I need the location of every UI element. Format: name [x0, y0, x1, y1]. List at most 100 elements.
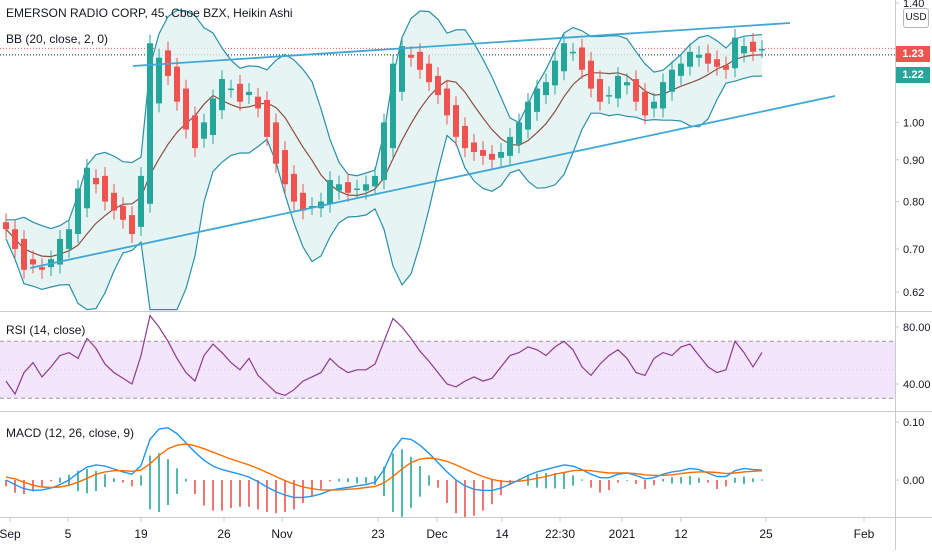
macd-histogram-bar [266, 480, 268, 512]
macd-histogram-bar [365, 477, 367, 484]
candle-body [3, 222, 9, 230]
macd-histogram-bar [257, 480, 259, 510]
candle-body [426, 63, 432, 83]
candle-body [759, 48, 765, 51]
macd-histogram-bar [410, 456, 412, 508]
macd-histogram-bar [707, 480, 709, 483]
macd-histogram-bar [644, 480, 646, 489]
macd-histogram-bar [464, 480, 466, 518]
candle-body [39, 267, 45, 270]
macd-histogram-bar [338, 478, 340, 482]
candle-body [273, 122, 279, 164]
macd-tick-label: 0.10 [903, 417, 924, 429]
macd-histogram-bar [293, 480, 295, 510]
candle-body [606, 95, 612, 97]
candle-body [237, 83, 243, 102]
candle-body [300, 192, 306, 211]
x-tick-label: 19 [134, 527, 148, 541]
candle-body [516, 122, 522, 145]
macd-histogram-bar [725, 480, 727, 487]
macd-histogram-bar [149, 455, 151, 510]
candle-body [462, 125, 468, 149]
candle-body [633, 79, 639, 102]
candle-body [156, 57, 162, 104]
candle-body [264, 100, 270, 137]
candle-body [732, 37, 738, 69]
candle-body [201, 122, 207, 139]
x-tick-label: Nov [271, 527, 292, 541]
macd-histogram-bar [716, 480, 718, 489]
macd-histogram-bar [329, 480, 331, 482]
macd-histogram-bar [284, 480, 286, 512]
macd-histogram-bar [689, 475, 691, 485]
candle-body [408, 54, 414, 58]
candle-body [453, 105, 459, 137]
macd-histogram-bar [221, 480, 223, 511]
macd-histogram-bar [5, 480, 7, 487]
macd-histogram-bar [356, 477, 358, 484]
candle-body [372, 175, 378, 187]
candle-body [507, 136, 513, 156]
candle-body [345, 182, 351, 193]
candle-body [354, 188, 360, 190]
price-tick-label: 0.62 [903, 287, 924, 299]
rsi-legend[interactable]: RSI (14, close) [6, 323, 86, 337]
signal-line [5, 443, 763, 491]
candle-body [543, 82, 549, 96]
macd-histogram-bar [104, 474, 106, 487]
currency-button[interactable]: USD [903, 8, 929, 28]
macd-histogram-bar [482, 480, 484, 511]
candle-body [561, 43, 567, 72]
macd-histogram-bar [185, 478, 187, 482]
macd-histogram-bar [653, 480, 655, 486]
macd-histogram-bar [194, 480, 196, 495]
candle-body [579, 47, 585, 70]
candle-body [390, 63, 396, 149]
candle-body [327, 180, 333, 204]
price-tick-label: 1.40 [903, 0, 924, 10]
candle-body [660, 82, 666, 109]
macd-histogram-bar [662, 478, 664, 482]
candle-body [750, 41, 756, 52]
x-tick-label: 23 [371, 527, 385, 541]
macd-histogram-bar [698, 477, 700, 483]
lower-trendline [29, 95, 836, 269]
macd-histogram-bar [347, 478, 349, 483]
candle-body [678, 63, 684, 76]
macd-histogram-bar [23, 480, 25, 495]
candle-body [588, 60, 594, 89]
candle-body [552, 60, 558, 86]
macd-histogram-bar [545, 473, 547, 489]
candle-body [174, 66, 180, 102]
candle-body [597, 79, 603, 102]
candle-body [714, 59, 720, 67]
x-tick-label: 26 [217, 527, 231, 541]
macd-histogram-bar [491, 480, 493, 505]
candle-body [102, 175, 108, 202]
candle-body [30, 259, 36, 265]
bb-legend[interactable]: BB (20, close, 2, 0) [6, 32, 109, 46]
candle-body [705, 53, 711, 64]
candle-body [183, 88, 189, 130]
macd-tick-label: 0.00 [903, 475, 924, 487]
macd-histogram-bar [626, 480, 628, 481]
candle-body [480, 150, 486, 156]
macd-histogram-bar [59, 477, 61, 483]
macd-histogram-bar [743, 476, 745, 485]
candle-body [741, 46, 747, 54]
macd-legend[interactable]: MACD (12, 26, close, 9) [6, 426, 135, 440]
candle-body [246, 91, 252, 96]
macd-histogram-bar [761, 479, 763, 481]
candle-body [129, 215, 135, 235]
candle-body [210, 98, 216, 136]
upper-trendline [132, 22, 791, 67]
macd-histogram-bar [554, 473, 556, 489]
macd-histogram-bar [428, 475, 430, 486]
candle-body [624, 82, 630, 86]
chart-title: EMERSON RADIO CORP, 45, Cboe BZX, Heikin… [6, 6, 293, 20]
x-tick-label: Feb [854, 527, 875, 541]
macd-histogram-bar [14, 480, 16, 493]
candle-body [219, 79, 225, 111]
